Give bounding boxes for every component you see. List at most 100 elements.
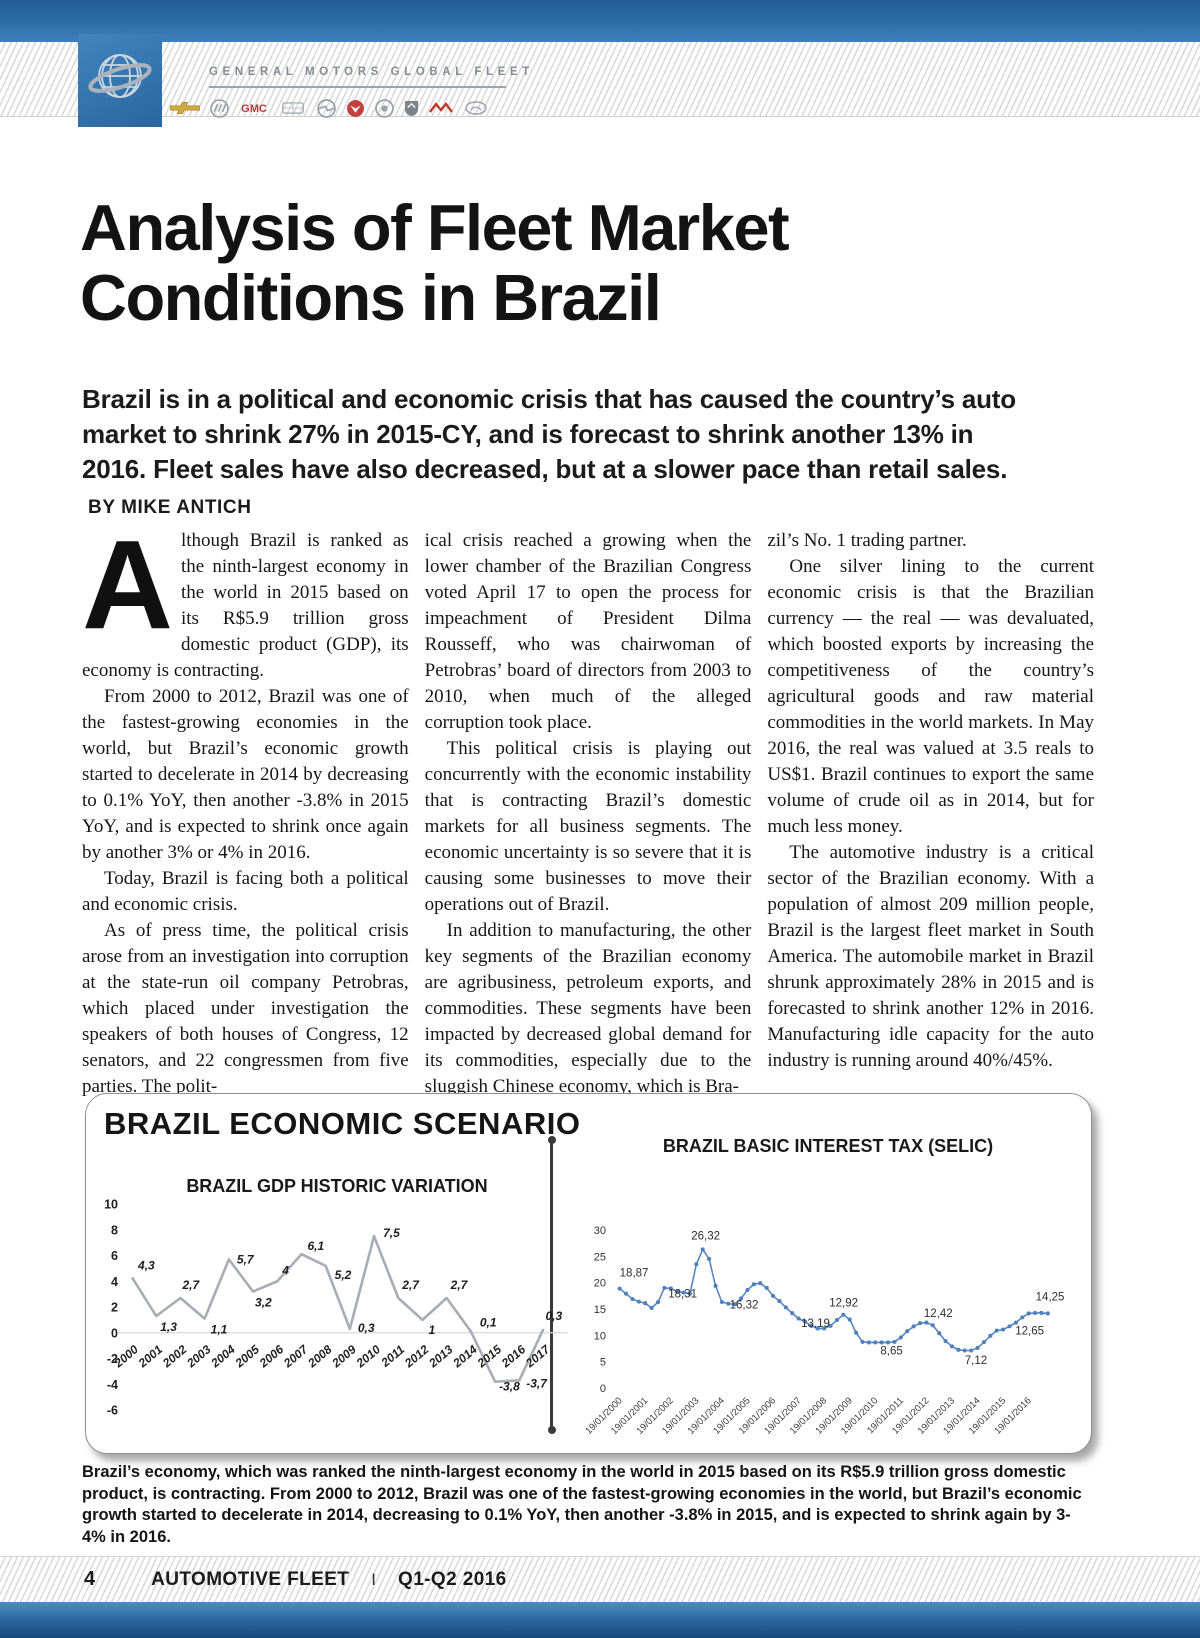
annotation-label: 8,65 (880, 1345, 902, 1357)
gm-label-underline (209, 86, 506, 88)
data-point (1020, 1315, 1025, 1320)
page-title-line1: Analysis of Fleet Market (80, 191, 790, 264)
data-point-label: -3,8 (499, 1380, 520, 1394)
data-point (636, 1299, 641, 1304)
category-label: 2012 (401, 1342, 431, 1371)
data-point (719, 1299, 724, 1305)
data-point (962, 1348, 967, 1353)
top-blue-bar (0, 0, 1200, 42)
chart-divider (547, 1136, 556, 1434)
magazine-name: AUTOMOTIVE FLEET (151, 1569, 350, 1590)
category-label: 2006 (256, 1342, 286, 1371)
economic-scenario-panel: BRAZIL ECONOMIC SCENARIO BRAZIL GDP HIST… (85, 1093, 1092, 1454)
selic-chart: 30 25 20 15 10 5 0 19/01/2000 19/01/2001 19/01/20… (572, 1214, 1077, 1454)
data-point (847, 1317, 852, 1322)
annotation-label: 12,65 (1015, 1325, 1044, 1337)
page-title: Analysis of Fleet Market Conditions in B… (80, 193, 1060, 333)
top-hatch-band (0, 42, 1200, 117)
annotation-label: 26,32 (691, 1230, 720, 1242)
data-point (943, 1339, 948, 1344)
gm-global-fleet-label: GENERAL MOTORS GLOBAL FLEET (209, 66, 534, 78)
data-point (732, 1302, 737, 1307)
data-point-label: 1,3 (160, 1320, 177, 1334)
selic-chart-svg: 30252015105019/01/200019/01/200119/01/20… (583, 1225, 1065, 1437)
category-label: 2004 (208, 1342, 238, 1371)
data-point (764, 1285, 769, 1290)
y-tick-label: 2 (111, 1301, 118, 1315)
annotation-label: 14,25 (1036, 1292, 1065, 1304)
data-point (911, 1324, 916, 1329)
category-label: 2010 (353, 1342, 383, 1371)
category-label: 2014 (450, 1342, 480, 1371)
category-label: 2003 (183, 1342, 213, 1371)
data-point (892, 1339, 897, 1344)
annotation-label: 16,32 (730, 1299, 759, 1311)
data-point (739, 1296, 744, 1301)
body-column-3: zil’s No. 1 trading partner. One silver l… (767, 528, 1094, 1100)
footer-hatch-band (0, 1556, 1200, 1603)
opel-logo-icon (317, 98, 336, 118)
data-point (617, 1286, 622, 1291)
data-point (860, 1339, 865, 1344)
vauxhall-logo-icon (346, 99, 365, 118)
data-point (815, 1326, 820, 1331)
footer-separator: I (371, 1570, 377, 1589)
category-label: 2005 (232, 1342, 262, 1371)
category-label: 2000 (111, 1342, 141, 1371)
data-point-label: 4 (281, 1263, 289, 1277)
paragraph: From 2000 to 2012, Brazil was one of the… (82, 686, 409, 863)
data-point (809, 1323, 814, 1328)
data-point (1013, 1320, 1018, 1325)
cadillac-logo-icon (279, 101, 307, 115)
category-label: 2013 (425, 1342, 455, 1371)
data-point-label: 2,7 (450, 1278, 469, 1292)
y-tick-label: -6 (107, 1404, 118, 1418)
data-point-label: 4,3 (137, 1258, 155, 1272)
data-point (949, 1344, 955, 1349)
y-tick-label: 0 (111, 1326, 118, 1340)
figure-caption: Brazil’s economy, which was ranked the n… (82, 1463, 1082, 1546)
data-point-label: 5,7 (237, 1252, 255, 1266)
figure-title: BRAZIL ECONOMIC SCENARIO (104, 1106, 581, 1141)
data-point (937, 1331, 942, 1336)
data-point (930, 1323, 935, 1328)
data-point (1045, 1311, 1050, 1316)
footer: 4 AUTOMOTIVE FLEET I Q1-Q2 2016 (84, 1568, 507, 1591)
buick-logo-icon (210, 98, 229, 118)
data-point (700, 1247, 705, 1252)
paragraph: This political crisis is playing out con… (424, 738, 752, 915)
data-point (956, 1347, 961, 1352)
data-point-label: 0,3 (545, 1309, 562, 1323)
data-point (1039, 1310, 1044, 1315)
gdp-chart-title: BRAZIL GDP HISTORIC VARIATION (186, 1176, 488, 1196)
data-point (873, 1340, 878, 1345)
y-tick-label: 5 (600, 1357, 606, 1369)
data-point (886, 1340, 891, 1345)
data-point-label: 0,3 (358, 1321, 375, 1335)
y-tick-label: 10 (594, 1330, 606, 1342)
data-point (643, 1301, 648, 1306)
selic-chart-title: BRAZIL BASIC INTEREST TAX (SELIC) (662, 1136, 994, 1156)
baojun-logo-icon (404, 100, 419, 117)
byline: BY MIKE ANTICH (88, 497, 252, 518)
data-point (662, 1285, 667, 1290)
data-point (917, 1321, 923, 1326)
data-point (687, 1291, 693, 1296)
data-point (694, 1262, 699, 1267)
data-point-label: 2,7 (181, 1278, 200, 1292)
data-point-label: 1,1 (211, 1323, 228, 1337)
category-label: 2001 (135, 1342, 165, 1371)
y-tick-label: 4 (111, 1275, 118, 1289)
gdp-chart: 10 8 6 4 2 0 -2 -4 -6 2000 2001 2002 2003 2004 2005 200… (92, 1194, 572, 1451)
data-point (745, 1287, 750, 1293)
category-label: 2011 (378, 1342, 408, 1370)
data-point (1032, 1310, 1038, 1315)
data-point (924, 1320, 929, 1325)
data-point (707, 1256, 712, 1262)
data-point (834, 1318, 839, 1323)
y-tick-label: 25 (594, 1251, 606, 1263)
data-point (1001, 1327, 1006, 1332)
y-tick-label: -4 (107, 1378, 118, 1392)
